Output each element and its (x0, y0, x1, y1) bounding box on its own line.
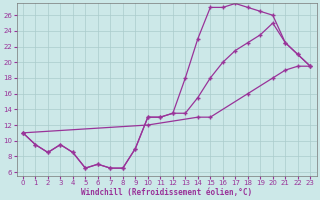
X-axis label: Windchill (Refroidissement éolien,°C): Windchill (Refroidissement éolien,°C) (81, 188, 252, 197)
